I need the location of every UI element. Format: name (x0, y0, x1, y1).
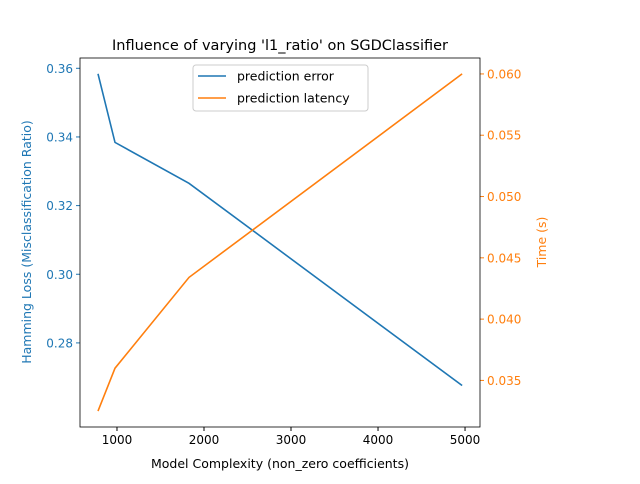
legend-label-error: prediction error (237, 69, 335, 84)
y-tick-label-right: 0.060 (487, 67, 521, 81)
y-tick-label-right: 0.055 (487, 129, 521, 143)
y-tick-label-left: 0.32 (46, 199, 73, 213)
plot-frame (80, 58, 480, 427)
x-tick-label: 4000 (363, 433, 394, 447)
y-tick-label-left: 0.28 (46, 336, 73, 350)
series-line-prediction-latency (98, 74, 462, 411)
legend-label-latency: prediction latency (237, 91, 350, 106)
series-line-prediction-error (98, 74, 462, 386)
y-tick-label-left: 0.36 (46, 62, 73, 76)
chart-title: Influence of varying 'l1_ratio' on SGDCl… (112, 38, 448, 54)
x-tick-label: 1000 (102, 433, 133, 447)
y-tick-label-left: 0.30 (46, 268, 73, 282)
x-tick-label: 2000 (189, 433, 220, 447)
y-tick-label-right: 0.040 (487, 313, 521, 327)
y-tick-label-right: 0.050 (487, 190, 521, 204)
legend: prediction error prediction latency (193, 65, 368, 111)
x-tick-label: 3000 (276, 433, 307, 447)
y-tick-label-right: 0.035 (487, 374, 521, 388)
y-axis-label-left: Hamming Loss (Misclassification Ratio) (19, 120, 34, 364)
y-tick-label-right: 0.045 (487, 251, 521, 265)
x-axis-label: Model Complexity (non_zero coefficients) (151, 456, 409, 471)
x-tick-label: 5000 (450, 433, 481, 447)
y-axis-label-right: Time (s) (534, 217, 549, 269)
y-tick-label-left: 0.34 (46, 130, 73, 144)
